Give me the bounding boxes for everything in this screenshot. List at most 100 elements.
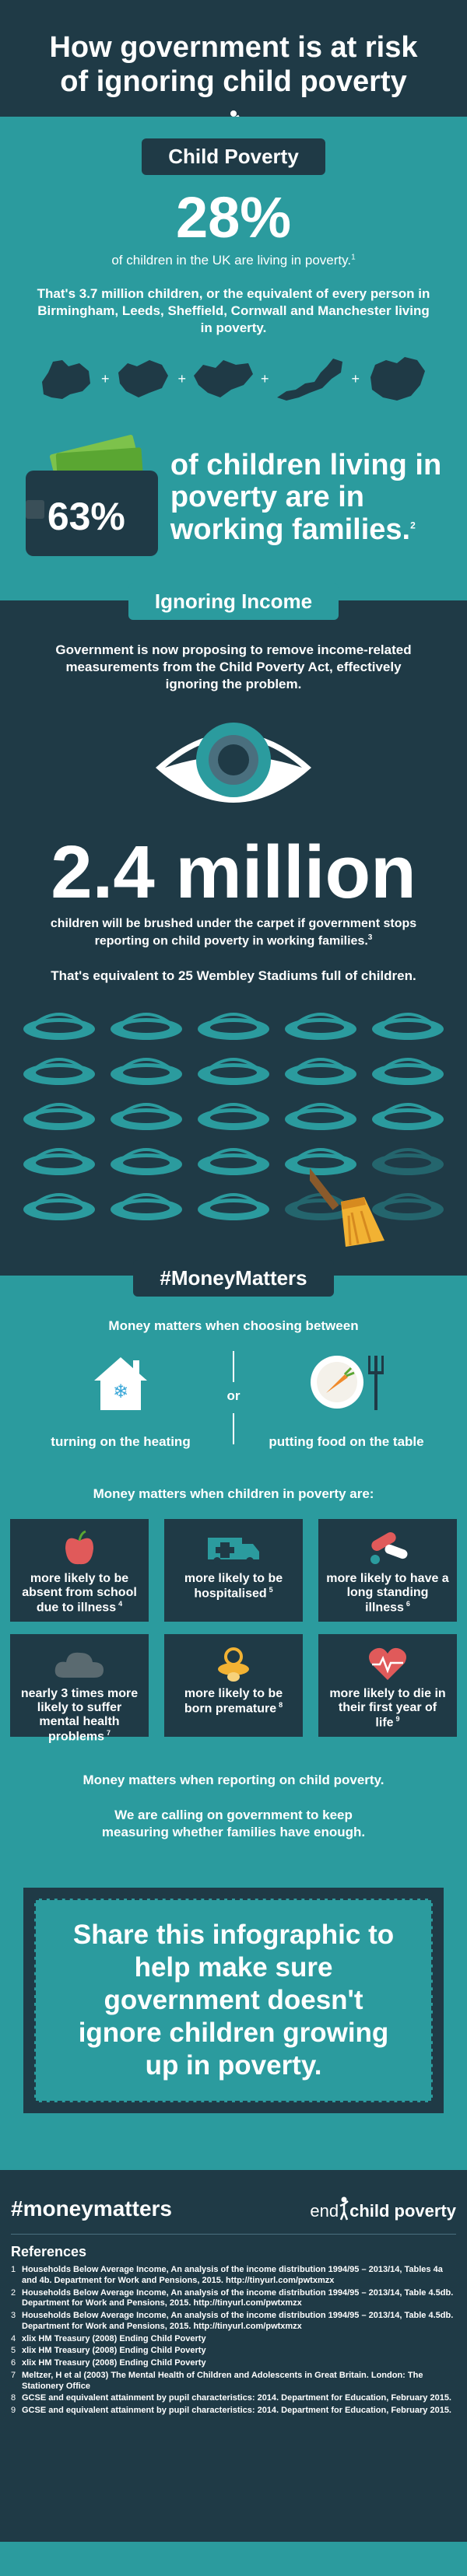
fact-cell: more likely to be born premature 8	[164, 1634, 303, 1737]
calling-text: We are calling on government to keep mea…	[101, 1808, 366, 1840]
fact-text: more likely to die in their first year o…	[329, 1687, 446, 1730]
fact-cell: more likely to be absent from school due…	[10, 1519, 149, 1622]
choosing-text: Money matters when choosing between	[108, 1318, 359, 1333]
hashtag: #moneymatters	[11, 2196, 172, 2221]
section-heading-money-matters: #MoneyMatters	[133, 1260, 334, 1297]
section-heading-ignoring-income: Ignoring Income	[128, 583, 339, 620]
stadium-icon	[107, 1146, 185, 1177]
reference-item: 8 GCSE and equivalent attainment by pupil…	[11, 2393, 451, 2403]
heartbeat-icon	[326, 1645, 449, 1682]
broom-icon	[304, 1166, 395, 1255]
heating-option: ❄ turning on the heating	[31, 1351, 210, 1450]
fact-cell: more likely to be hospitalised 5	[164, 1519, 303, 1622]
stadium-icon	[282, 1055, 360, 1087]
page-title: How government is at risk of ignoring ch…	[49, 31, 418, 98]
stadium-icon	[282, 1010, 360, 1041]
reference-item: 1 Households Below Average Income, An ana…	[11, 2265, 443, 2285]
reporting-text: Money matters when reporting on child po…	[83, 1773, 384, 1787]
food-label: putting food on the table	[269, 1434, 424, 1449]
plus-icon: +	[100, 370, 110, 387]
house-icon: ❄	[94, 1357, 147, 1410]
reference-item: 5 xlix HM Treasury (2008) Ending Child Po…	[11, 2346, 206, 2356]
stadium-icon	[282, 1191, 360, 1222]
stadium-icon	[20, 1191, 98, 1222]
city-maps-row: + + + +	[0, 354, 467, 404]
stadium-grid	[0, 1010, 467, 1248]
ambulance-icon	[172, 1530, 295, 1567]
fact-text: more likely to be hospitalised 5	[184, 1572, 283, 1601]
equivalent-text: That's 3.7 million children, or the equi…	[37, 286, 430, 336]
food-option: putting food on the table	[257, 1351, 436, 1450]
stadium-icon	[20, 1101, 98, 1132]
fact-text: more likely to be born premature 8	[184, 1687, 283, 1716]
ignoring-income-section: Ignoring Income Government is now propos…	[0, 583, 467, 1276]
child-poverty-section: Child Poverty 28% of children in the UK …	[0, 117, 467, 600]
facts-grid: more likely to be absent from school due…	[0, 1519, 467, 1743]
reference-item: 9 GCSE and equivalent attainment by pupil…	[11, 2406, 451, 2415]
plate-carrot-icon	[311, 1356, 384, 1410]
references-heading: References	[11, 2244, 87, 2259]
plus-icon: +	[177, 370, 186, 387]
stadium-icon	[195, 1101, 272, 1132]
stadium-icon	[20, 1010, 98, 1041]
cloud-icon	[18, 1645, 141, 1682]
stat-28-percent: 28%	[175, 185, 292, 250]
working-families-text: of children living in poverty are in wor…	[170, 448, 442, 547]
stadium-icon	[20, 1146, 98, 1177]
ignoring-intro: Government is now proposing to remove in…	[55, 642, 412, 692]
plus-icon: +	[261, 370, 269, 387]
stadium-icon	[107, 1055, 185, 1087]
stadium-icon	[107, 1191, 185, 1222]
stat-28-text: of children in the UK are living in pove…	[111, 253, 356, 268]
working-families-row: 63% of children living in poverty are in…	[0, 434, 467, 557]
children-intro: Money matters when children in poverty a…	[93, 1486, 374, 1501]
cornwall-map-icon	[276, 359, 342, 401]
header-section: How government is at risk of ignoring ch…	[0, 0, 467, 138]
plus-icon: +	[351, 370, 360, 387]
stadium-icon	[195, 1191, 272, 1222]
fact-text: more likely to be absent from school due…	[22, 1572, 137, 1615]
fact-text: more likely to have a long standing illn…	[326, 1572, 449, 1615]
stadium-icon	[282, 1146, 360, 1177]
sheffield-map-icon	[194, 360, 253, 398]
big-stat-text: children will be brushed under the carpe…	[50, 917, 417, 948]
stadium-icon	[369, 1101, 447, 1132]
money-matters-section: #MoneyMatters Money matters when choosin…	[0, 1260, 467, 2170]
reference-item: 6 xlix HM Treasury (2008) Ending Child Po…	[11, 2358, 206, 2368]
stadium-icon	[195, 1146, 272, 1177]
fact-cell: nearly 3 times more likely to suffer men…	[10, 1634, 149, 1743]
divider	[11, 2234, 456, 2235]
reference-item: 7 Meltzer, H et al (2003) The Mental Heal…	[11, 2370, 423, 2391]
eye-icon	[0, 713, 467, 826]
share-text: Share this infographic to help make sure…	[72, 1920, 395, 2081]
stadium-icon	[195, 1055, 272, 1087]
leeds-map-icon	[118, 360, 169, 398]
stadium-icon	[369, 1191, 447, 1222]
heating-label: turning on the heating	[51, 1434, 191, 1449]
pills-icon	[326, 1530, 449, 1567]
footer-section: #moneymatters end child poverty Referenc…	[0, 2170, 467, 2542]
stadium-icon	[369, 1055, 447, 1087]
pacifier-icon	[172, 1645, 295, 1682]
section-heading-child-poverty: Child Poverty	[142, 138, 325, 175]
end-child-poverty-logo: end child poverty	[310, 2196, 456, 2221]
reference-item: 4 xlix HM Treasury (2008) Ending Child Po…	[11, 2333, 206, 2343]
stadium-icon	[369, 1146, 447, 1177]
stadium-icon	[369, 1010, 447, 1041]
fact-text: nearly 3 times more likely to suffer men…	[20, 1687, 139, 1744]
child-figure-icon	[339, 2196, 349, 2221]
reference-item: 2 Households Below Average Income, An ana…	[11, 2287, 454, 2308]
share-box: Share this infographic to help make sure…	[23, 1888, 444, 2114]
stadium-icon	[20, 1055, 98, 1087]
svg-text:❄: ❄	[113, 1381, 128, 1402]
manchester-map-icon	[370, 357, 426, 401]
stat-63-percent: 63%	[47, 495, 125, 539]
stadium-icon	[107, 1010, 185, 1041]
stat-2-4-million: 2.4 million	[51, 831, 416, 915]
choice-row: ❄ turning on the heating or	[0, 1351, 467, 1452]
reference-item: 3 Households Below Average Income, An ana…	[11, 2311, 454, 2331]
wembley-equiv: That's equivalent to 25 Wembley Stadiums…	[51, 968, 416, 984]
stadium-icon	[282, 1101, 360, 1132]
fact-cell: more likely to die in their first year o…	[318, 1634, 457, 1737]
